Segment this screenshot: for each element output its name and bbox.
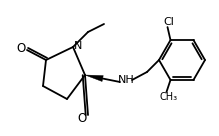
Text: O: O [16,41,26,55]
Text: N: N [74,41,82,51]
Text: CH₃: CH₃ [159,92,178,102]
Polygon shape [85,75,103,81]
Text: O: O [77,112,87,126]
Text: Cl: Cl [163,17,174,27]
Text: NH: NH [118,75,134,85]
